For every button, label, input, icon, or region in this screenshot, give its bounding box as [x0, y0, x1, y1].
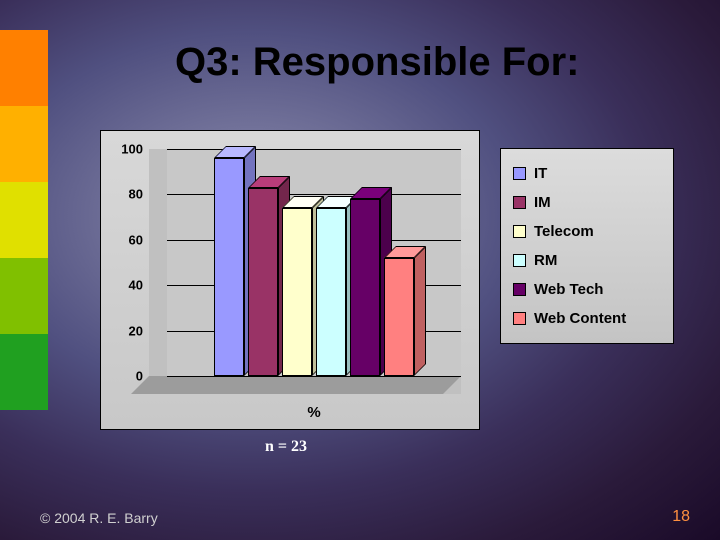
legend-swatch: [513, 254, 526, 267]
legend-label: IT: [534, 165, 547, 182]
sample-size-label: n = 23: [265, 438, 307, 456]
legend-label: IM: [534, 194, 551, 211]
y-tick: 100: [121, 142, 143, 157]
side-accent-bars: [0, 30, 48, 410]
accent-bar: [0, 334, 48, 410]
x-axis-label: %: [101, 400, 479, 429]
page-title: Q3: Responsible For:: [175, 40, 580, 85]
legend-item: IT: [511, 159, 663, 188]
legend-label: Telecom: [534, 223, 594, 240]
y-tick: 60: [129, 232, 143, 247]
legend-swatch: [513, 225, 526, 238]
page-number: 18: [672, 508, 690, 526]
copyright: © 2004 R. E. Barry: [40, 510, 158, 526]
legend-swatch: [513, 283, 526, 296]
legend-label: RM: [534, 252, 557, 269]
legend-swatch: [513, 167, 526, 180]
accent-bar: [0, 106, 48, 182]
legend-item: Telecom: [511, 217, 663, 246]
chart-panel: 020406080100 %: [100, 130, 480, 430]
chart-floor: [131, 376, 461, 394]
legend-label: Web Tech: [534, 281, 603, 298]
y-tick: 20: [129, 323, 143, 338]
legend-swatch: [513, 312, 526, 325]
legend-item: IM: [511, 188, 663, 217]
bar: [384, 258, 414, 376]
y-tick: 40: [129, 278, 143, 293]
legend-swatch: [513, 196, 526, 209]
y-axis: 020406080100: [101, 131, 149, 400]
accent-bar: [0, 258, 48, 334]
plot-area: [149, 149, 461, 394]
bar: [214, 158, 244, 376]
legend-label: Web Content: [534, 310, 626, 327]
bar: [350, 199, 380, 376]
legend-item: Web Content: [511, 304, 663, 333]
gridline: [167, 376, 461, 377]
bars-container: [167, 149, 461, 376]
legend: IT IM Telecom RM Web Tech Web Content: [500, 148, 674, 344]
legend-item: Web Tech: [511, 275, 663, 304]
bar: [248, 188, 278, 376]
y-tick: 80: [129, 187, 143, 202]
legend-item: RM: [511, 246, 663, 275]
accent-bar: [0, 182, 48, 258]
accent-bar: [0, 30, 48, 106]
bar: [282, 208, 312, 376]
bar: [316, 208, 346, 376]
